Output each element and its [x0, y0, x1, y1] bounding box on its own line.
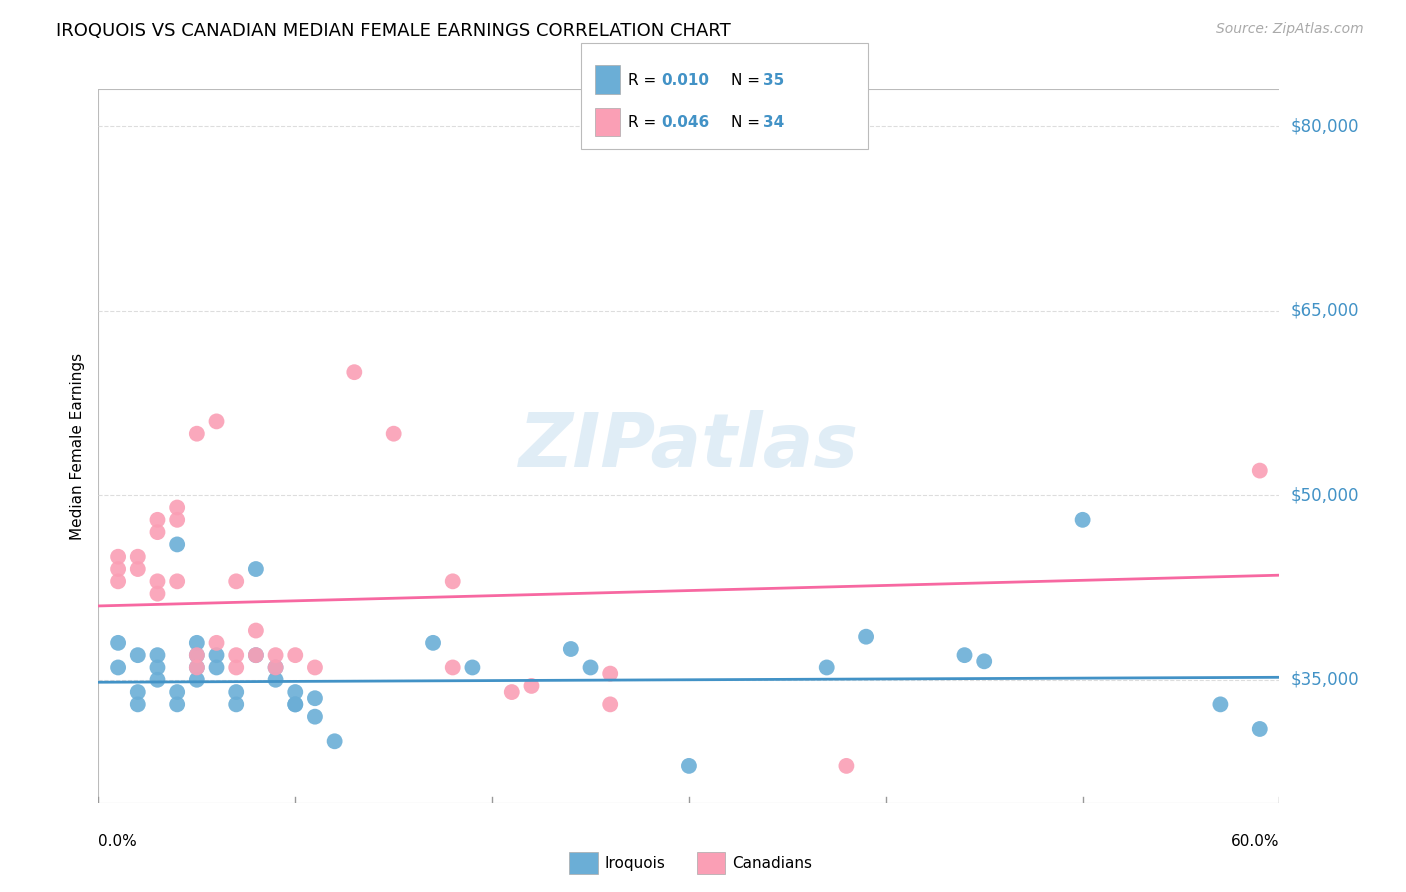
Text: ZIPatlas: ZIPatlas: [519, 409, 859, 483]
Point: [304, 691, 326, 706]
Point: [264, 660, 287, 674]
Point: [205, 636, 228, 650]
Point: [146, 574, 169, 589]
Point: [1249, 464, 1271, 478]
Text: $65,000: $65,000: [1291, 301, 1360, 319]
Point: [225, 574, 247, 589]
Point: [146, 525, 169, 540]
Point: [284, 698, 307, 712]
Text: N =: N =: [731, 73, 765, 87]
Text: $80,000: $80,000: [1291, 117, 1360, 135]
Point: [225, 660, 247, 674]
Point: [835, 759, 858, 773]
Point: [520, 679, 543, 693]
Point: [225, 685, 247, 699]
Point: [107, 549, 129, 564]
Point: [225, 648, 247, 662]
Point: [166, 513, 188, 527]
Point: [186, 660, 208, 674]
Point: [382, 426, 405, 441]
Point: [186, 648, 208, 662]
Point: [146, 673, 169, 687]
Point: [107, 660, 129, 674]
Text: Iroquois: Iroquois: [605, 856, 665, 871]
Text: 60.0%: 60.0%: [1232, 834, 1279, 849]
Point: [304, 709, 326, 723]
Point: [205, 648, 228, 662]
Point: [245, 624, 267, 638]
Point: [1249, 722, 1271, 736]
Point: [127, 648, 149, 662]
Point: [245, 648, 267, 662]
Point: [107, 574, 129, 589]
Point: [422, 636, 444, 650]
Text: $35,000: $35,000: [1291, 671, 1360, 689]
Point: [245, 648, 267, 662]
Point: [186, 636, 208, 650]
Text: 0.0%: 0.0%: [98, 834, 138, 849]
Text: R =: R =: [628, 73, 662, 87]
Text: 34: 34: [763, 115, 785, 129]
Point: [304, 660, 326, 674]
Point: [973, 654, 995, 668]
Point: [264, 660, 287, 674]
Point: [579, 660, 602, 674]
Text: Source: ZipAtlas.com: Source: ZipAtlas.com: [1216, 22, 1364, 37]
Point: [205, 660, 228, 674]
Point: [166, 698, 188, 712]
Point: [146, 648, 169, 662]
Point: [855, 630, 877, 644]
Point: [127, 698, 149, 712]
Point: [815, 660, 838, 674]
Point: [599, 698, 621, 712]
Point: [441, 574, 464, 589]
Point: [678, 759, 700, 773]
Text: Canadians: Canadians: [733, 856, 813, 871]
Point: [245, 562, 267, 576]
Point: [166, 537, 188, 551]
Point: [264, 648, 287, 662]
Point: [284, 648, 307, 662]
Point: [166, 574, 188, 589]
Point: [284, 698, 307, 712]
Point: [186, 648, 208, 662]
Point: [146, 513, 169, 527]
Point: [599, 666, 621, 681]
Point: [127, 562, 149, 576]
Point: [560, 642, 582, 657]
Point: [107, 562, 129, 576]
Point: [323, 734, 346, 748]
Point: [225, 698, 247, 712]
Point: [166, 500, 188, 515]
Point: [107, 636, 129, 650]
Point: [501, 685, 523, 699]
Text: 35: 35: [763, 73, 785, 87]
Point: [186, 660, 208, 674]
Text: R =: R =: [628, 115, 662, 129]
Text: N =: N =: [731, 115, 765, 129]
Text: 0.010: 0.010: [661, 73, 709, 87]
Point: [1209, 698, 1232, 712]
Point: [127, 549, 149, 564]
Y-axis label: Median Female Earnings: Median Female Earnings: [70, 352, 86, 540]
Text: IROQUOIS VS CANADIAN MEDIAN FEMALE EARNINGS CORRELATION CHART: IROQUOIS VS CANADIAN MEDIAN FEMALE EARNI…: [56, 22, 731, 40]
Point: [1071, 513, 1094, 527]
Text: $50,000: $50,000: [1291, 486, 1360, 504]
Point: [953, 648, 976, 662]
Point: [343, 365, 366, 379]
Point: [146, 587, 169, 601]
Text: 0.046: 0.046: [661, 115, 709, 129]
Point: [441, 660, 464, 674]
Point: [264, 673, 287, 687]
Point: [127, 685, 149, 699]
Point: [186, 426, 208, 441]
Point: [146, 660, 169, 674]
Point: [186, 673, 208, 687]
Point: [284, 685, 307, 699]
Point: [166, 685, 188, 699]
Point: [205, 414, 228, 428]
Point: [461, 660, 484, 674]
